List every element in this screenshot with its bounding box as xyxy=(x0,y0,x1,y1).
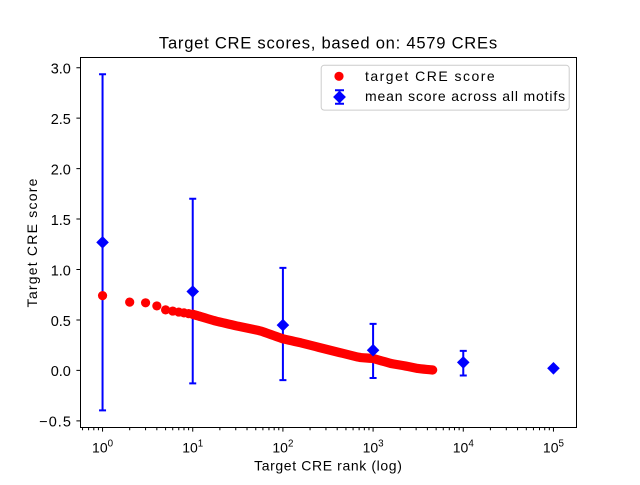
svg-text:0.0: 0.0 xyxy=(51,364,71,380)
svg-text:Target CRE scores, based on: 4: Target CRE scores, based on: 4579 CREs xyxy=(159,33,498,52)
svg-text:3.0: 3.0 xyxy=(51,62,71,78)
svg-text:2.5: 2.5 xyxy=(51,112,71,128)
svg-text:2.0: 2.0 xyxy=(51,162,71,178)
svg-text:mean score across all motifs: mean score across all motifs xyxy=(365,88,566,104)
svg-text:0.5: 0.5 xyxy=(51,314,71,330)
svg-text:1.0: 1.0 xyxy=(51,263,71,279)
svg-text:−0.5: −0.5 xyxy=(39,415,72,431)
svg-text:Target CRE rank (log): Target CRE rank (log) xyxy=(254,458,402,474)
svg-text:1.5: 1.5 xyxy=(51,213,71,229)
svg-text:target CRE score: target CRE score xyxy=(365,68,496,84)
svg-text:Target CRE score: Target CRE score xyxy=(24,177,40,307)
